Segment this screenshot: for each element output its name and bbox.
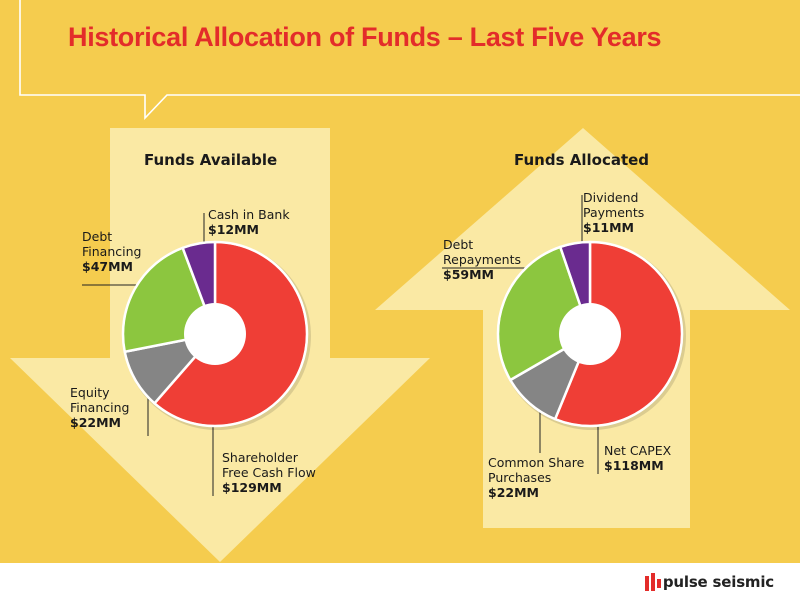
pie-center-hole — [184, 303, 246, 365]
label-dividend-payments: Dividend Payments $11MM — [583, 190, 645, 235]
pulse-seismic-logo-icon — [644, 573, 661, 591]
label-debt-repayments: Debt Repayments $59MM — [443, 237, 522, 282]
footer-bar — [0, 563, 800, 600]
speech-bubble-outline — [19, 0, 800, 120]
company-logo: pulse seismic — [644, 571, 774, 593]
funds-allocated-pie — [496, 240, 686, 430]
pie-center-hole — [559, 303, 621, 365]
label-equity-financing: Equity Financing $22MM — [70, 385, 130, 430]
label-shareholder-free-cash-flow: Shareholder Free Cash Flow $129MM — [222, 450, 316, 495]
funds-available-pie — [121, 240, 311, 430]
logo-text: pulse seismic — [662, 573, 774, 591]
funds-available-title: Funds Available — [144, 151, 278, 169]
page-title: Historical Allocation of Funds – Last Fi… — [68, 22, 662, 52]
label-debt-financing: Debt Financing $47MM — [82, 229, 142, 274]
funds-allocated-title: Funds Allocated — [514, 151, 650, 169]
pie-rim — [497, 241, 683, 427]
label-net-capex: Net CAPEX $118MM — [604, 443, 672, 473]
label-cash-in-bank: Cash in Bank $12MM — [208, 207, 290, 237]
pie-rim — [122, 241, 308, 427]
label-common-share-purchases: Common Share Purchases $22MM — [488, 455, 585, 500]
